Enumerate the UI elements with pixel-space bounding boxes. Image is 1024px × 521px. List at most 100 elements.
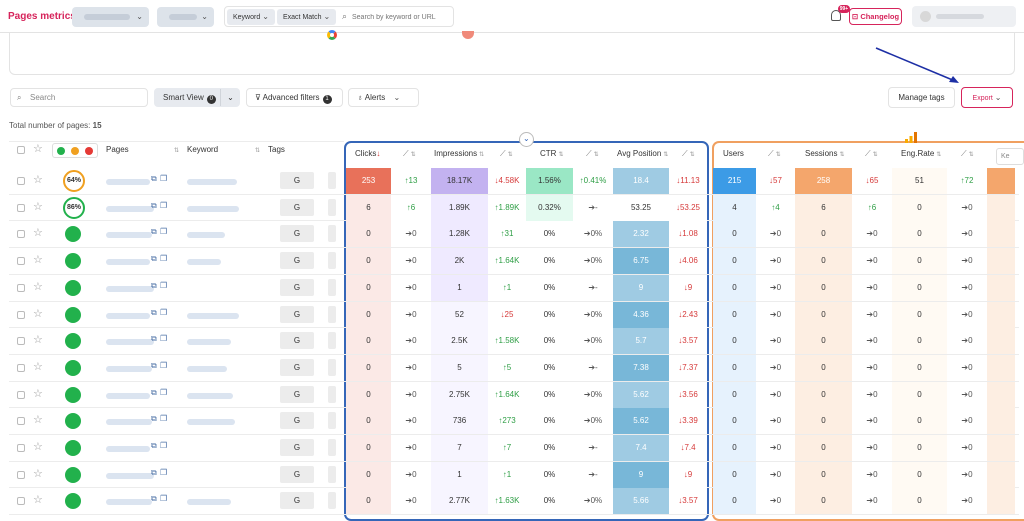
page-url-blurred[interactable] [106,339,154,346]
tag-overflow[interactable] [328,225,336,243]
page-url-blurred[interactable] [106,205,154,212]
copy-icon[interactable]: ❐ [160,307,168,317]
copy-icon[interactable]: ❐ [160,280,168,290]
external-link-icon[interactable]: ⧉ [151,280,157,290]
star-icon[interactable]: ☆ [33,143,43,155]
alerts-button[interactable]: ♁ Alerts ⌄ [348,88,419,107]
star-icon[interactable]: ☆ [33,360,43,373]
tag-chip[interactable]: G [280,172,314,189]
page-url-blurred[interactable] [106,392,150,399]
column-header-sessions[interactable]: Sessions ⇅ [805,141,845,167]
column-header-avg-position[interactable]: Avg Position ⇅ [617,141,668,167]
star-icon[interactable]: ☆ [33,334,43,347]
status-filter[interactable] [52,143,98,158]
external-link-icon[interactable]: ⧉ [151,360,157,370]
tag-overflow[interactable] [328,305,336,323]
tag-chip[interactable]: G [280,305,314,323]
match-type-select[interactable]: Exact Match ⌄ [277,9,337,25]
external-link-icon[interactable]: ⧉ [151,254,157,264]
page-url-blurred[interactable] [106,232,152,239]
tag-chip[interactable]: G [280,252,314,270]
eng-rate-trend-toggle[interactable]: ⟋ ⇅ [961,141,974,167]
tag-chip[interactable]: G [280,492,314,510]
row-checkbox[interactable] [17,470,25,479]
row-checkbox[interactable] [17,203,25,212]
copy-icon[interactable]: ❐ [160,227,168,237]
external-link-icon[interactable]: ⧉ [151,200,157,210]
keyword-blurred[interactable] [187,365,227,372]
page-url-blurred[interactable] [106,499,152,506]
row-checkbox[interactable] [17,497,25,506]
page-url-blurred[interactable] [106,365,152,372]
row-checkbox[interactable] [17,230,25,239]
page-url-blurred[interactable] [106,446,150,452]
row-checkbox[interactable] [17,310,25,319]
copy-icon[interactable]: ❐ [160,387,168,397]
keyword-type-select[interactable]: Keyword ⌄ [227,9,275,25]
column-header-users[interactable]: Users [723,141,744,167]
copy-icon[interactable]: ❐ [160,334,168,344]
star-icon[interactable]: ☆ [33,387,43,400]
annotation-marker-icon[interactable] [462,31,474,39]
tag-overflow[interactable] [328,439,336,456]
users-trend-toggle[interactable]: ⟋ ⇅ [768,141,781,167]
column-header-eng-rate[interactable]: Eng.Rate ⇅ [901,141,941,167]
position-trend-toggle[interactable]: ⟋ ⇅ [682,141,695,167]
row-checkbox[interactable] [17,283,25,292]
keyword-blurred[interactable] [187,339,231,346]
user-profile-menu[interactable] [912,6,1016,27]
smart-view-button[interactable]: Smart View 0 ⌄ [154,88,240,107]
tag-chip[interactable]: G [280,465,314,483]
copy-icon[interactable]: ❐ [160,254,168,264]
page-url-blurred[interactable] [106,179,150,185]
page-url-blurred[interactable] [106,285,154,292]
tag-overflow[interactable] [328,412,336,430]
external-link-icon[interactable]: ⧉ [151,174,157,183]
copy-icon[interactable]: ❐ [160,414,168,424]
row-checkbox[interactable] [17,337,25,346]
bell-icon[interactable] [831,10,841,21]
column-header-impressions[interactable]: Impressions ⇅ [434,141,484,167]
column-header-tags[interactable]: Tags [268,137,285,163]
star-icon[interactable]: ☆ [33,200,43,213]
star-icon[interactable]: ☆ [33,467,43,480]
tag-overflow[interactable] [328,278,336,296]
date-range-select[interactable]: ⌄ [157,7,214,27]
tag-chip[interactable]: G [280,358,314,376]
column-header-pages[interactable]: Pages [106,137,129,163]
external-link-icon[interactable]: ⧉ [151,441,157,450]
tag-chip[interactable]: G [280,198,314,216]
column-header-clicks[interactable]: Clicks↓ [355,141,380,167]
tag-chip[interactable]: G [280,332,314,350]
copy-icon[interactable]: ❐ [160,174,168,183]
star-icon[interactable]: ☆ [33,494,43,507]
keyword-blurred[interactable] [187,259,221,266]
external-link-icon[interactable]: ⧉ [151,467,157,477]
tag-overflow[interactable] [328,332,336,350]
keyword-blurred[interactable] [187,419,235,426]
column-header-ctr[interactable]: CTR ⇅ [540,141,563,167]
tag-overflow[interactable] [328,172,336,189]
sort-icon[interactable]: ⇅ [255,148,261,154]
external-link-icon[interactable]: ⧉ [151,494,157,504]
ctr-trend-toggle[interactable]: ⟋ ⇅ [586,141,599,167]
advanced-filters-button[interactable]: ⊽ Advanced filters 1 [246,88,343,107]
page-search-field[interactable]: ⌕ Search [10,88,148,107]
keyword-blurred[interactable] [187,499,231,506]
keyword-blurred[interactable] [187,392,233,399]
export-button[interactable]: Export ⌄ [961,87,1013,108]
copy-icon[interactable]: ❐ [160,441,168,450]
row-checkbox[interactable] [17,177,25,185]
row-checkbox[interactable] [17,390,25,399]
external-link-icon[interactable]: ⧉ [151,387,157,397]
tag-chip[interactable]: G [280,278,314,296]
copy-icon[interactable]: ❐ [160,200,168,210]
tag-overflow[interactable] [328,385,336,403]
tag-chip[interactable]: G [280,385,314,403]
keyword-blurred[interactable] [187,232,225,239]
page-url-blurred[interactable] [106,259,150,266]
page-url-blurred[interactable] [106,419,152,426]
page-url-blurred[interactable] [106,312,150,319]
select-all-checkbox[interactable] [17,146,25,154]
copy-icon[interactable]: ❐ [160,494,168,504]
